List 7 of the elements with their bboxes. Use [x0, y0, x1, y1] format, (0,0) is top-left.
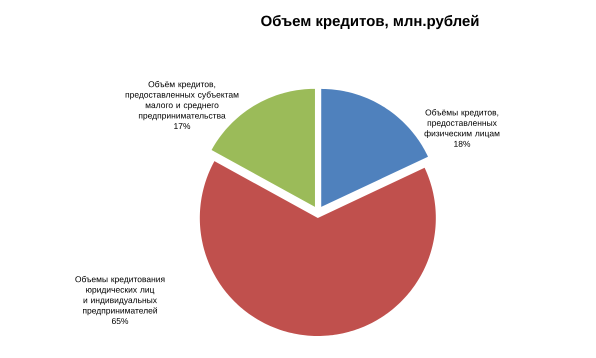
data-label: 17% — [174, 123, 190, 130]
chart-title: Объем кредитов, млн.рублей — [261, 14, 478, 30]
slice-label: Объемы кредитования юридических лиц и индивидуальных предпринимателей — [75, 276, 164, 316]
data-label: 18% — [454, 140, 470, 147]
data-label: 65% — [112, 318, 128, 324]
slice-label: Объём кредитов, предоставленных субъектам малого и среднего предпринимательства — [126, 80, 238, 120]
slice-label: Объёмы кредитов, предоставленных физическим лицам — [424, 109, 500, 138]
